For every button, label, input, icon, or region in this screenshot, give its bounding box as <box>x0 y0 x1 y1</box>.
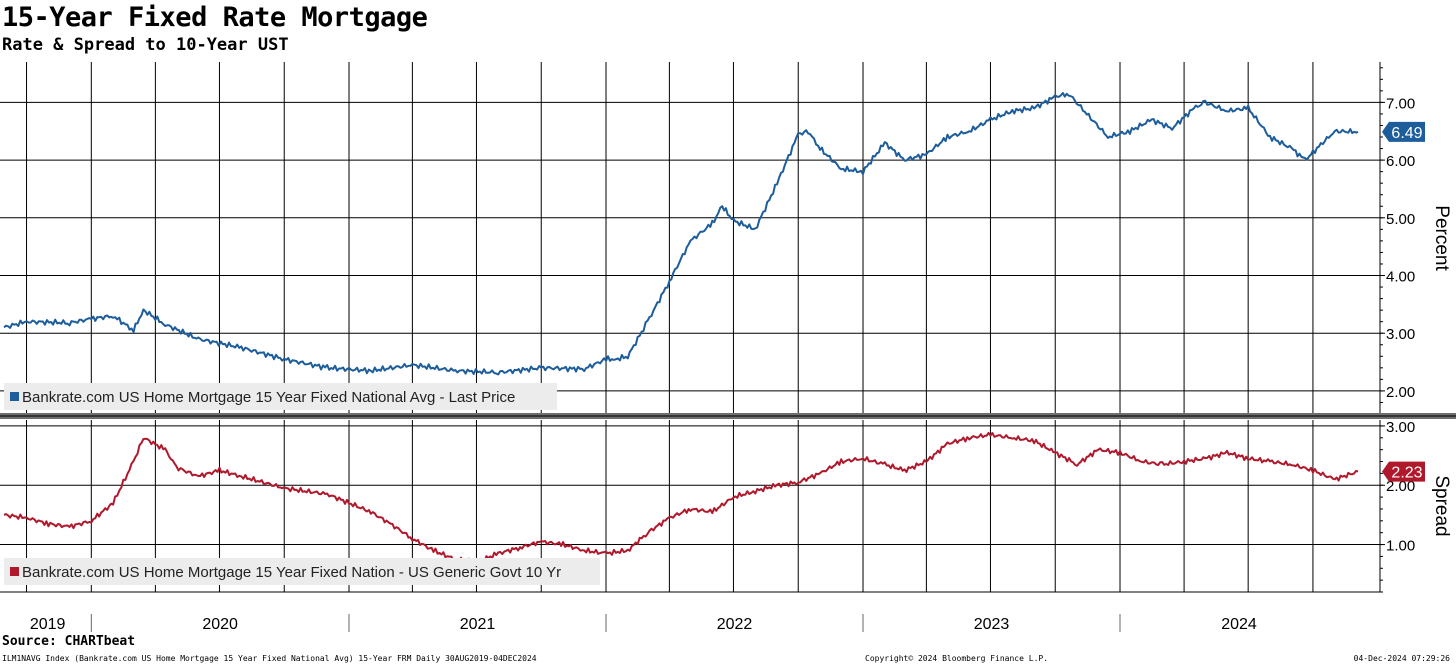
y-tick-label: 3.00 <box>1386 419 1415 436</box>
source-note: Source: CHARTbeat <box>2 634 136 649</box>
y-axis-label: Percent <box>1431 205 1452 271</box>
x-year-label: 2019 <box>30 616 66 633</box>
footer-copyright: Copyright© 2024 Bloomberg Finance L.P. <box>865 654 1049 663</box>
legend-box <box>4 383 557 410</box>
footer-timestamp: 04-Dec-2024 07:29:26 <box>1353 654 1450 663</box>
y-tick-label: 4.00 <box>1386 269 1415 286</box>
series-line <box>3 431 1359 566</box>
legend-box <box>4 558 600 585</box>
x-year-label: 2020 <box>202 616 238 633</box>
y-tick-label: 2.00 <box>1386 384 1415 401</box>
legend-swatch <box>10 567 19 576</box>
last-value-label: 2.23 <box>1391 465 1422 482</box>
legend-label: Bankrate.com US Home Mortgage 15 Year Fi… <box>22 389 515 406</box>
x-year-label: 2022 <box>717 616 753 633</box>
chart-title: 15-Year Fixed Rate Mortgage <box>2 2 428 33</box>
x-year-label: 2024 <box>1221 616 1257 633</box>
y-tick-label: 1.00 <box>1386 538 1415 555</box>
y-tick-label: 5.00 <box>1386 211 1415 228</box>
legend-swatch <box>10 392 19 401</box>
last-value-tag <box>1382 461 1425 482</box>
footer-index-description: ILM1NAVG Index (Bankrate.com US Home Mor… <box>2 654 537 663</box>
x-year-label: 2021 <box>460 616 496 633</box>
series-line <box>3 92 1359 376</box>
last-value-tag <box>1382 121 1425 142</box>
chart-subtitle: Rate & Spread to 10-Year UST <box>2 35 289 55</box>
y-axis-label: Spread <box>1431 475 1452 536</box>
y-tick-label: 2.00 <box>1386 478 1415 495</box>
last-value-label: 6.49 <box>1391 125 1422 142</box>
y-tick-label: 6.00 <box>1386 153 1415 170</box>
x-year-label: 2023 <box>974 616 1010 633</box>
y-tick-label: 3.00 <box>1386 326 1415 343</box>
legend-label: Bankrate.com US Home Mortgage 15 Year Fi… <box>22 564 561 581</box>
y-tick-label: 7.00 <box>1386 95 1415 112</box>
